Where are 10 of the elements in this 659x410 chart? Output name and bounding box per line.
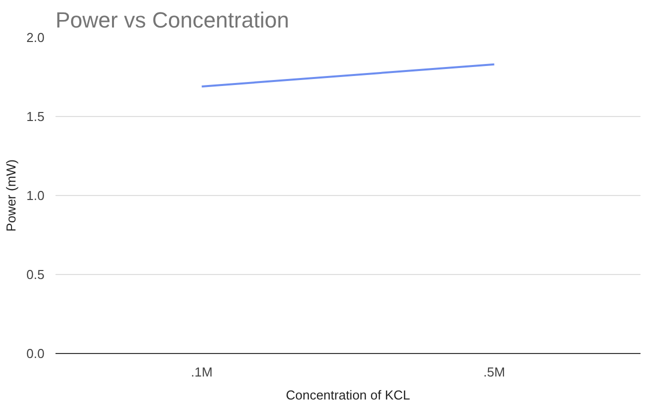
y-tick-label: 2.0 xyxy=(26,30,45,45)
y-tick-label: 1.0 xyxy=(26,188,45,203)
y-tick-label: 0.5 xyxy=(26,267,45,282)
y-tick-label: 0.0 xyxy=(26,346,45,361)
chart-title: Power vs Concentration xyxy=(56,8,290,32)
x-tick-label: .5M xyxy=(483,364,506,380)
y-axis-title: Power (mW) xyxy=(3,159,18,232)
x-axis-title: Concentration of KCL xyxy=(286,388,410,402)
x-tick-label: .1M xyxy=(190,364,213,380)
y-tick-label: 1.5 xyxy=(26,109,45,124)
